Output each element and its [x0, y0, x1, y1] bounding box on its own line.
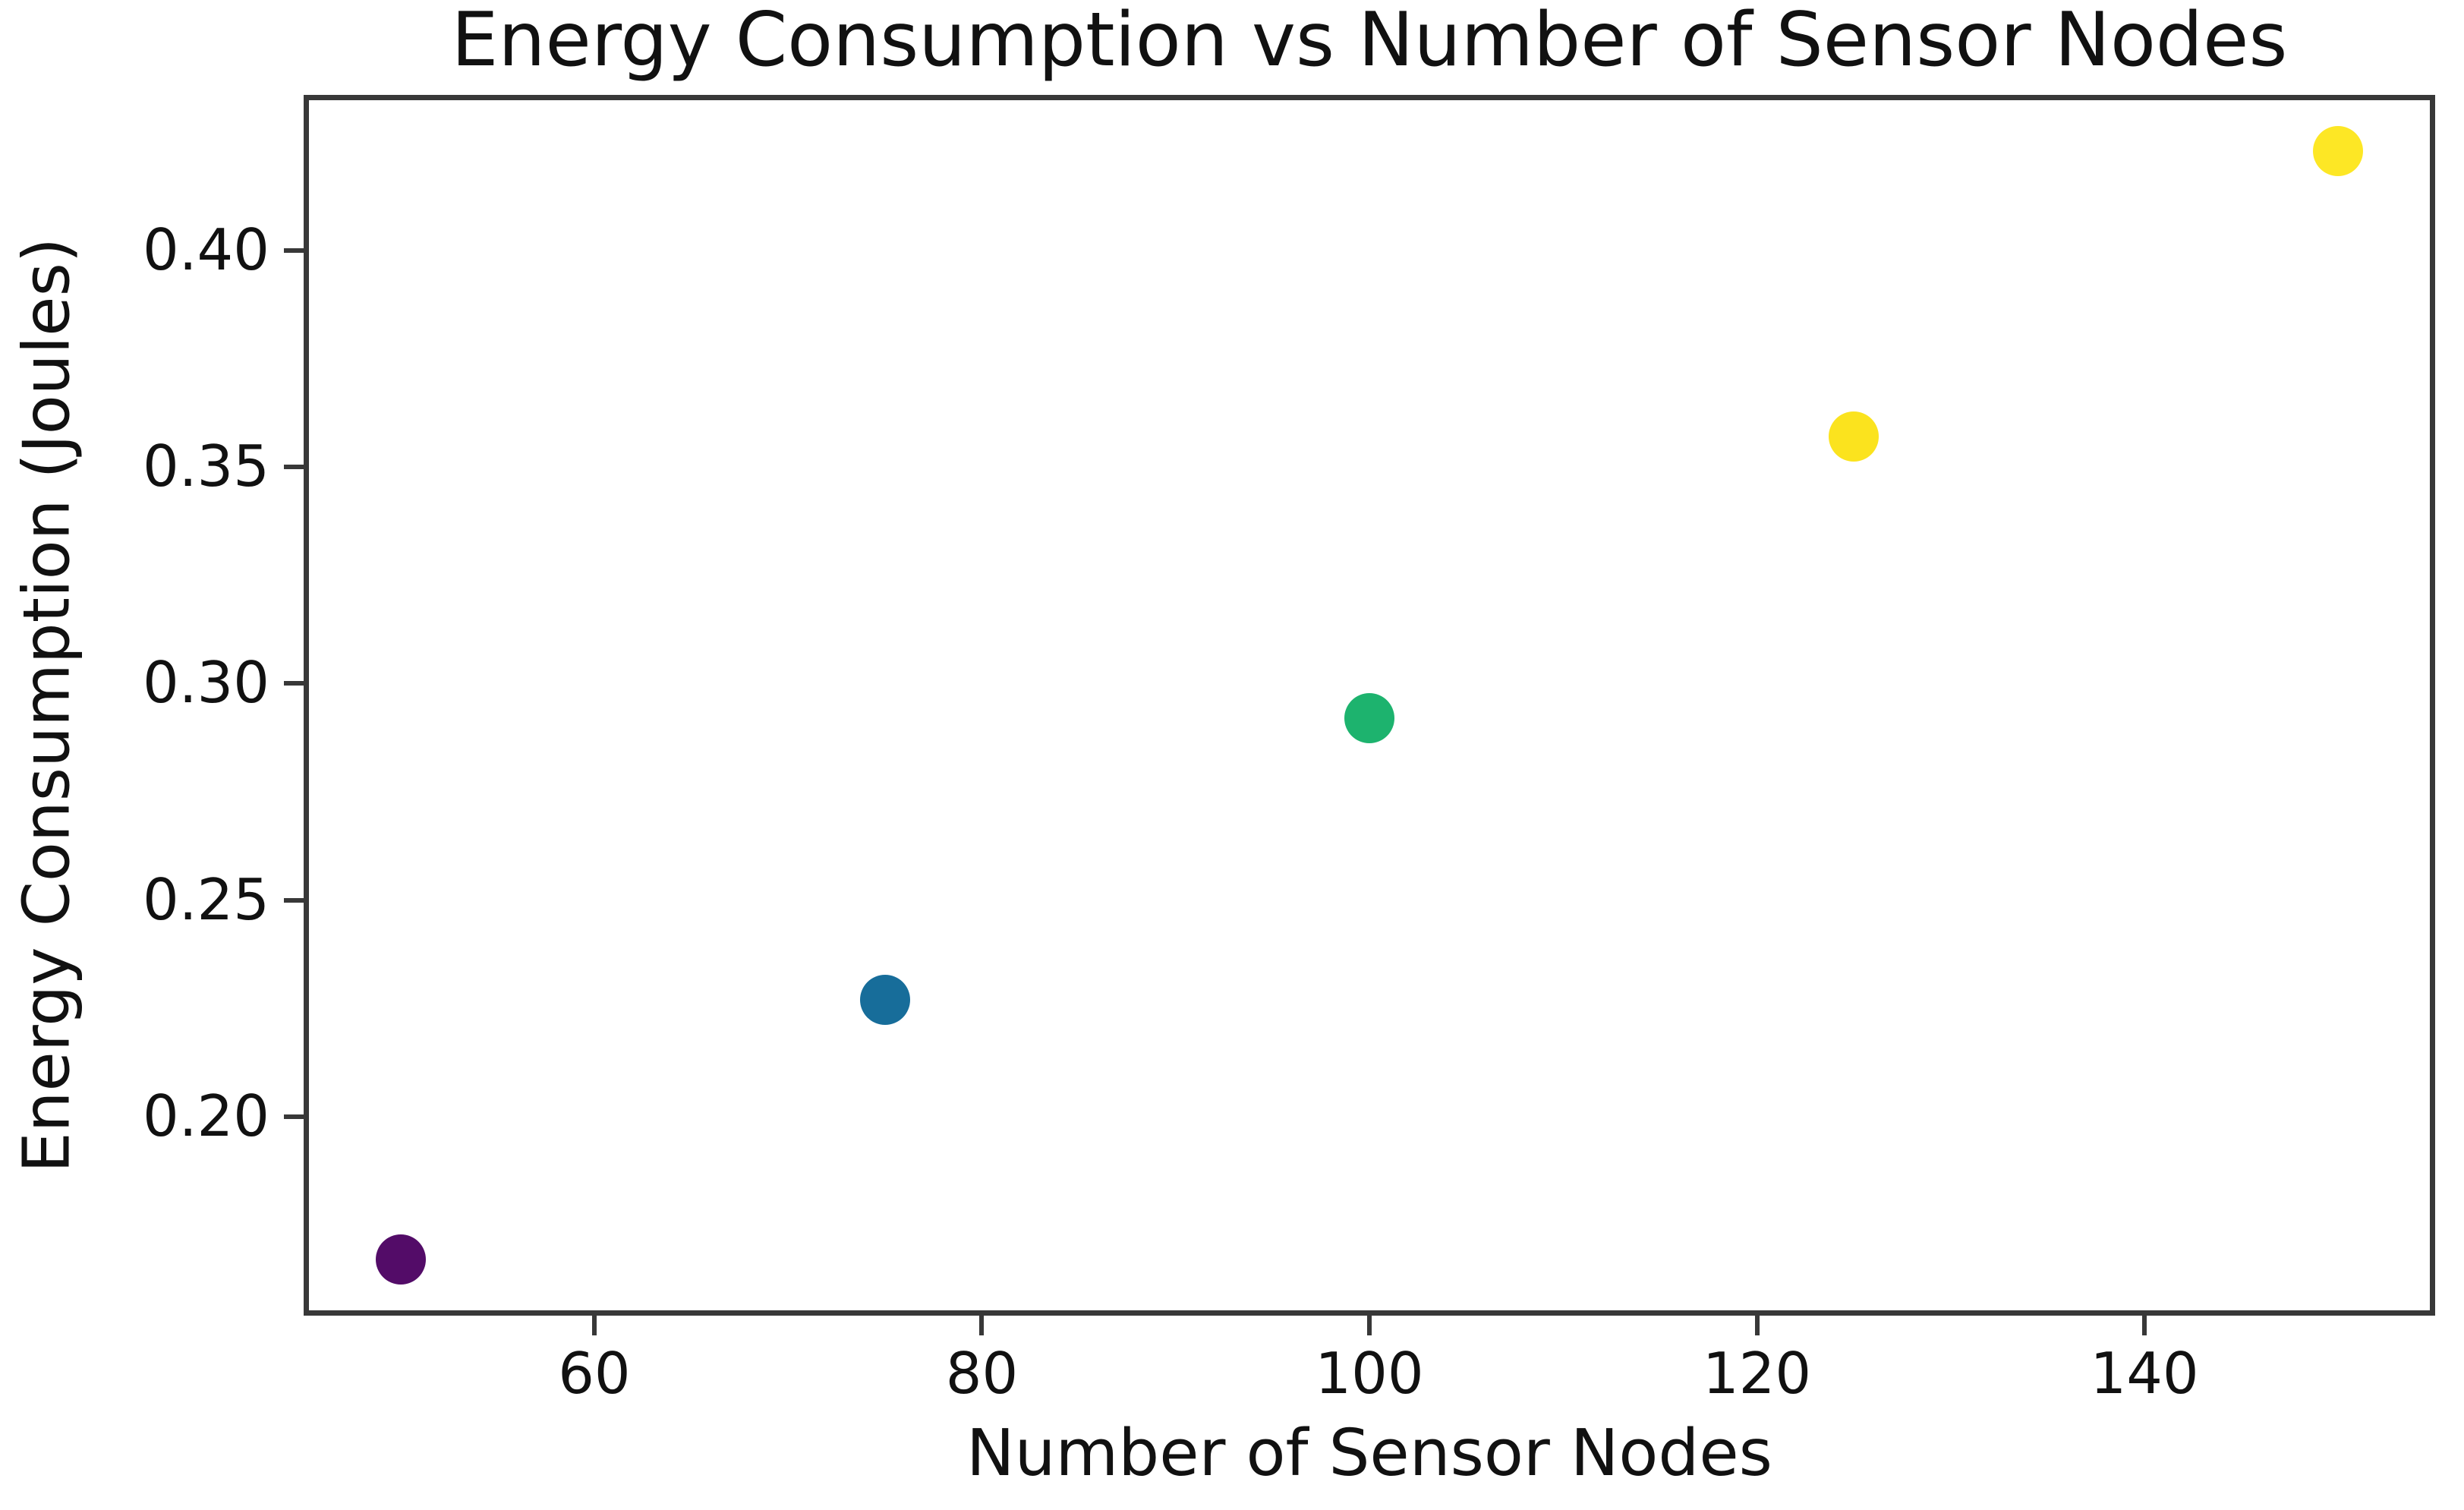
y-tick-mark: [284, 1114, 304, 1119]
x-tick-mark: [591, 1316, 597, 1335]
x-tick-mark: [1367, 1316, 1372, 1335]
data-point: [2313, 126, 2364, 177]
y-tick-mark: [284, 248, 304, 254]
y-tick-mark: [284, 897, 304, 903]
data-point: [1344, 693, 1394, 744]
y-tick-label: 0.25: [143, 865, 269, 933]
x-tick-label: 100: [1315, 1340, 1424, 1407]
x-tick-label: 80: [945, 1340, 1019, 1407]
y-tick-label: 0.20: [143, 1082, 269, 1149]
x-tick-mark: [1754, 1316, 1760, 1335]
y-tick-label: 0.40: [143, 216, 269, 284]
x-tick-label: 140: [2090, 1340, 2199, 1407]
data-point: [375, 1234, 426, 1285]
x-tick-label: 120: [1702, 1340, 1812, 1407]
y-tick-label: 0.30: [143, 649, 269, 717]
data-point: [859, 974, 910, 1025]
x-tick-label: 60: [558, 1340, 631, 1407]
chart-title: Energy Consumption vs Number of Sensor N…: [451, 0, 2288, 84]
x-tick-mark: [979, 1316, 985, 1335]
data-point: [1829, 411, 1880, 462]
x-axis-label: Number of Sensor Nodes: [966, 1416, 1772, 1491]
x-tick-mark: [2142, 1316, 2147, 1335]
y-tick-label: 0.35: [143, 433, 269, 500]
y-tick-mark: [284, 681, 304, 686]
y-tick-mark: [284, 465, 304, 470]
